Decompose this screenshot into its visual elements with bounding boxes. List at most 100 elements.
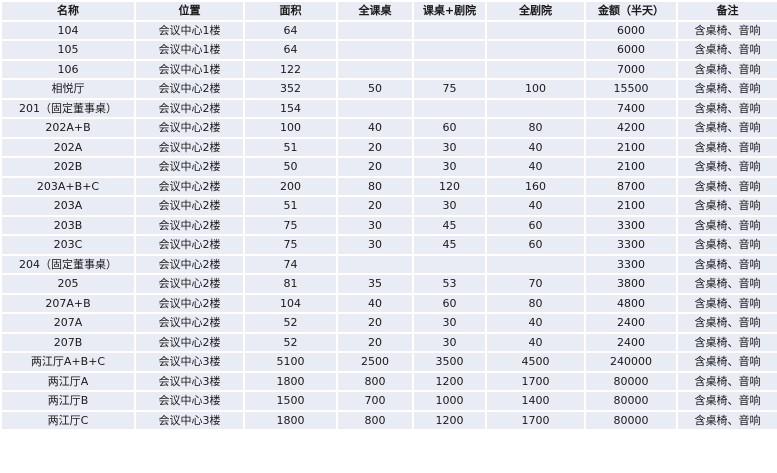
- cell-area: 122: [243, 58, 338, 80]
- table-row: 105 会议中心1楼 64 6000 含桌椅、音响: [0, 39, 777, 61]
- cell-remarks: 含桌椅、音响: [676, 19, 777, 41]
- cell-remarks: 含桌椅、音响: [676, 97, 777, 119]
- cell-price-half-day: 3300: [584, 214, 678, 236]
- cell-classroom-theater: 60: [412, 292, 487, 314]
- cell-remarks: 含桌椅、音响: [676, 351, 777, 373]
- table-row: 207A 会议中心2楼 52 20 30 40 2400 含桌椅、音响: [0, 312, 777, 334]
- venue-price-table: 名称 位置 面积 全课桌 课桌+剧院 全剧院 金额（半天） 备注 104 会议中心1楼 64 600…: [0, 0, 777, 431]
- cell-classroom: 800: [336, 409, 414, 431]
- cell-price-half-day: 240000: [584, 351, 678, 373]
- cell-name: 201（固定董事桌）: [0, 97, 136, 119]
- cell-price-half-day: 6000: [584, 19, 678, 41]
- cell-theater: [485, 58, 586, 80]
- cell-price-half-day: 8700: [584, 175, 678, 197]
- cell-remarks: 含桌椅、音响: [676, 156, 777, 178]
- cell-area: 352: [243, 78, 338, 100]
- cell-location: 会议中心1楼: [134, 39, 245, 61]
- cell-area: 5100: [243, 351, 338, 373]
- table-row: 203A+B+C 会议中心2楼 200 80 120 160 8700 含桌椅、音响: [0, 175, 777, 197]
- cell-price-half-day: 15500: [584, 78, 678, 100]
- cell-classroom: [336, 39, 414, 61]
- cell-classroom-theater: 75: [412, 78, 487, 100]
- cell-price-half-day: 2400: [584, 331, 678, 353]
- cell-name: 203C: [0, 234, 136, 256]
- table-row: 两江厅A 会议中心3楼 1800 800 1200 1700 80000 含桌椅、音响: [0, 370, 777, 392]
- cell-location: 会议中心3楼: [134, 409, 245, 431]
- cell-area: 52: [243, 331, 338, 353]
- cell-remarks: 含桌椅、音响: [676, 292, 777, 314]
- column-header-price-half-day: 金额（半天）: [584, 0, 678, 22]
- cell-theater: 40: [485, 312, 586, 334]
- cell-classroom-theater: 60: [412, 117, 487, 139]
- cell-remarks: 含桌椅、音响: [676, 117, 777, 139]
- cell-theater: 40: [485, 195, 586, 217]
- cell-classroom-theater: 53: [412, 273, 487, 295]
- cell-name: 两江厅A: [0, 370, 136, 392]
- cell-classroom-theater: 30: [412, 312, 487, 334]
- cell-area: 51: [243, 136, 338, 158]
- cell-location: 会议中心2楼: [134, 214, 245, 236]
- cell-location: 会议中心2楼: [134, 273, 245, 295]
- cell-classroom: 2500: [336, 351, 414, 373]
- cell-location: 会议中心1楼: [134, 58, 245, 80]
- cell-classroom: 20: [336, 156, 414, 178]
- cell-name: 203A: [0, 195, 136, 217]
- cell-price-half-day: 7400: [584, 97, 678, 119]
- cell-area: 100: [243, 117, 338, 139]
- cell-name: 205: [0, 273, 136, 295]
- cell-classroom-theater: [412, 253, 487, 275]
- cell-remarks: 含桌椅、音响: [676, 312, 777, 334]
- cell-area: 74: [243, 253, 338, 275]
- cell-price-half-day: 6000: [584, 39, 678, 61]
- cell-classroom: 50: [336, 78, 414, 100]
- cell-theater: 4500: [485, 351, 586, 373]
- cell-classroom: 30: [336, 214, 414, 236]
- cell-location: 会议中心1楼: [134, 19, 245, 41]
- cell-classroom: [336, 58, 414, 80]
- table-row: 106 会议中心1楼 122 7000 含桌椅、音响: [0, 58, 777, 80]
- cell-classroom: [336, 253, 414, 275]
- cell-classroom-theater: 30: [412, 156, 487, 178]
- cell-price-half-day: 2100: [584, 195, 678, 217]
- cell-theater: 40: [485, 156, 586, 178]
- table-row: 205 会议中心2楼 81 35 53 70 3800 含桌椅、音响: [0, 273, 777, 295]
- cell-classroom: 40: [336, 117, 414, 139]
- cell-name: 207B: [0, 331, 136, 353]
- cell-theater: [485, 39, 586, 61]
- cell-classroom: 40: [336, 292, 414, 314]
- cell-name: 204（固定董事桌）: [0, 253, 136, 275]
- table-row: 203B 会议中心2楼 75 30 45 60 3300 含桌椅、音响: [0, 214, 777, 236]
- cell-area: 50: [243, 156, 338, 178]
- cell-theater: 60: [485, 214, 586, 236]
- table-row: 202B 会议中心2楼 50 20 30 40 2100 含桌椅、音响: [0, 156, 777, 178]
- cell-classroom: 20: [336, 136, 414, 158]
- table-row: 两江厅B 会议中心3楼 1500 700 1000 1400 80000 含桌椅、音响: [0, 390, 777, 412]
- cell-area: 104: [243, 292, 338, 314]
- table-row: 202A+B 会议中心2楼 100 40 60 80 4200 含桌椅、音响: [0, 117, 777, 139]
- cell-classroom-theater: 1000: [412, 390, 487, 412]
- cell-theater: [485, 19, 586, 41]
- cell-remarks: 含桌椅、音响: [676, 273, 777, 295]
- column-header-location: 位置: [134, 0, 245, 22]
- cell-location: 会议中心2楼: [134, 97, 245, 119]
- column-header-remarks: 备注: [676, 0, 777, 22]
- cell-classroom: 800: [336, 370, 414, 392]
- cell-name: 202A+B: [0, 117, 136, 139]
- cell-name: 两江厅C: [0, 409, 136, 431]
- cell-area: 1800: [243, 409, 338, 431]
- table-row: 104 会议中心1楼 64 6000 含桌椅、音响: [0, 19, 777, 41]
- cell-theater: [485, 97, 586, 119]
- cell-classroom: 20: [336, 331, 414, 353]
- cell-remarks: 含桌椅、音响: [676, 39, 777, 61]
- cell-location: 会议中心2楼: [134, 78, 245, 100]
- cell-classroom: 20: [336, 312, 414, 334]
- cell-classroom-theater: 120: [412, 175, 487, 197]
- cell-classroom: 20: [336, 195, 414, 217]
- cell-remarks: 含桌椅、音响: [676, 214, 777, 236]
- cell-price-half-day: 3300: [584, 253, 678, 275]
- column-header-theater: 全剧院: [485, 0, 586, 22]
- cell-location: 会议中心3楼: [134, 370, 245, 392]
- cell-area: 200: [243, 175, 338, 197]
- cell-classroom: 700: [336, 390, 414, 412]
- cell-theater: 80: [485, 292, 586, 314]
